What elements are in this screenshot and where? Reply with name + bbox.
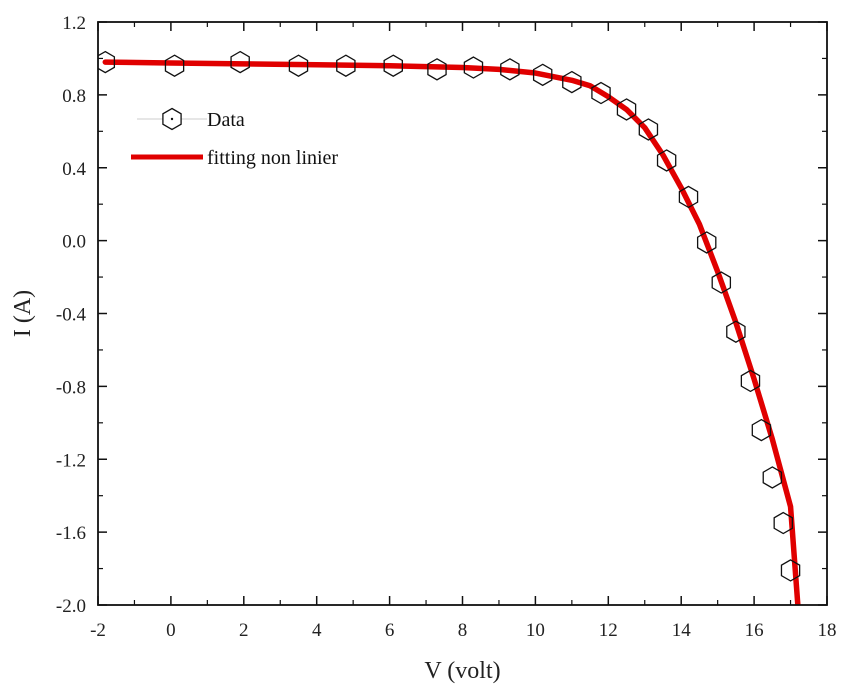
data-point (562, 70, 582, 94)
data-point (740, 369, 761, 393)
data-point (678, 185, 699, 209)
y-tick-label: -1.6 (56, 523, 86, 544)
y-tick-label: -0.8 (56, 377, 86, 398)
x-tick-label: 8 (458, 620, 468, 641)
y-tick-label: 0.4 (62, 159, 86, 180)
x-tick-label: 18 (818, 620, 837, 641)
data-point (98, 50, 116, 74)
data-point (780, 559, 801, 582)
data-point (336, 54, 356, 77)
legend: Data fitting non linier (127, 95, 389, 177)
fit-line (102, 59, 801, 605)
legend-hexagon-dot (170, 117, 174, 121)
data-point (230, 50, 250, 74)
data-point (500, 58, 520, 81)
y-tick-label: 0.0 (62, 232, 86, 253)
y-tick-label: 1.2 (62, 13, 86, 34)
data-point (532, 63, 553, 87)
legend-data-label: Data (207, 109, 245, 131)
data-point (762, 466, 783, 489)
data-point (164, 54, 185, 77)
data-point (696, 231, 717, 254)
y-tick-label: -2.0 (56, 596, 86, 617)
legend-fit-label: fitting non linier (207, 147, 338, 169)
y-tick-label: 0.8 (62, 86, 86, 107)
x-tick-label: 16 (745, 620, 764, 641)
legend-data-marker (137, 107, 207, 131)
data-point (427, 58, 447, 81)
x-tick-label: 14 (672, 620, 692, 641)
ticks-layer (97, 21, 828, 606)
data-point (638, 118, 659, 141)
data-point (711, 271, 732, 294)
data-point (616, 98, 637, 121)
data-point (726, 320, 746, 343)
y-tick-label: -0.4 (56, 305, 87, 326)
y-axis-title: I (A) (10, 290, 36, 337)
x-tick-label: 6 (385, 620, 395, 641)
plot-area (98, 50, 801, 605)
data-point (656, 149, 677, 172)
y-tick-label: -1.2 (56, 450, 86, 471)
data-point (383, 54, 403, 77)
x-tick-label: 12 (599, 620, 618, 641)
data-point (463, 56, 484, 79)
series-layer (98, 50, 801, 605)
x-tick-label: 2 (239, 620, 249, 641)
x-tick-label: 4 (312, 620, 322, 641)
data-point (773, 511, 793, 535)
x-tick-label: 0 (166, 620, 176, 641)
data-point (751, 418, 772, 442)
x-axis-title: V (volt) (424, 658, 500, 684)
x-tick-label: 10 (526, 620, 545, 641)
tick-labels: -2 0 2 4 6 8 10 12 14 16 18 1.2 0.8 0.4 0.0 -0.4 -0.8 -1.… (56, 13, 837, 641)
data-point (288, 54, 309, 77)
x-tick-label: -2 (90, 620, 106, 641)
data-point (591, 81, 611, 105)
